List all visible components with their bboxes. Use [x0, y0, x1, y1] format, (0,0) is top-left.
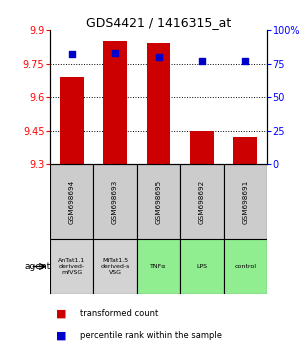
Bar — [60, 77, 84, 164]
Text: transformed count: transformed count — [80, 309, 158, 319]
Text: GSM698692: GSM698692 — [199, 179, 205, 224]
Text: GSM698691: GSM698691 — [242, 179, 248, 224]
Point — [156, 54, 161, 59]
Bar — [180, 164, 224, 239]
Point — [199, 58, 204, 64]
Bar — [233, 137, 257, 164]
Text: AnTat1.1
derived-
mfVSG: AnTat1.1 derived- mfVSG — [58, 258, 85, 275]
Bar — [93, 239, 137, 294]
Bar — [147, 44, 170, 164]
Point — [113, 50, 118, 56]
Bar — [224, 164, 267, 239]
Bar — [180, 239, 224, 294]
Bar — [224, 239, 267, 294]
Bar — [50, 164, 93, 239]
Text: percentile rank within the sample: percentile rank within the sample — [80, 331, 222, 341]
Text: agent: agent — [25, 262, 51, 271]
Text: TNFα: TNFα — [150, 264, 167, 269]
Text: LPS: LPS — [196, 264, 207, 269]
Bar — [50, 239, 93, 294]
Text: MiTat1.5
derived-s
VSG: MiTat1.5 derived-s VSG — [100, 258, 130, 275]
Text: GSM698694: GSM698694 — [69, 179, 75, 224]
Text: ■: ■ — [56, 309, 67, 319]
Text: control: control — [234, 264, 256, 269]
Bar — [137, 239, 180, 294]
Bar — [93, 164, 137, 239]
Text: GSM698693: GSM698693 — [112, 179, 118, 224]
Point — [243, 58, 248, 64]
Text: GSM698695: GSM698695 — [155, 179, 161, 224]
Text: ■: ■ — [56, 331, 67, 341]
Bar — [190, 131, 214, 164]
Point — [69, 51, 74, 57]
Title: GDS4421 / 1416315_at: GDS4421 / 1416315_at — [86, 16, 231, 29]
Bar — [103, 41, 127, 164]
Bar — [137, 164, 180, 239]
